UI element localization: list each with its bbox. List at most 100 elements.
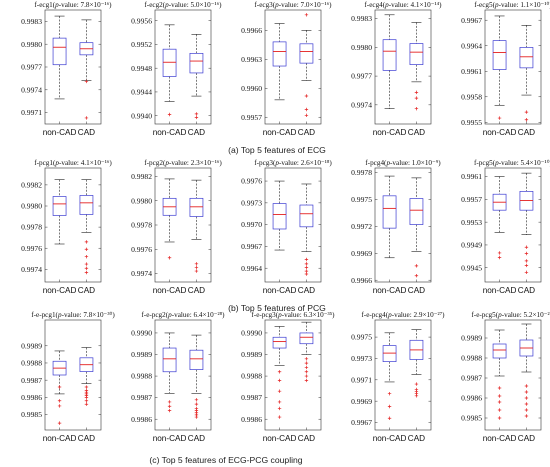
panel-title-feature: f-ecg2( — [144, 1, 165, 9]
box-non-cad — [52, 350, 67, 425]
outlier-point — [194, 269, 199, 273]
panel-title-pvalue: -value: 6.3×10⁻³⁵) — [282, 311, 335, 319]
outlier-point — [84, 240, 89, 244]
panel-title-pvalue: -value: 2.9×10⁻²⁷) — [392, 311, 445, 319]
outlier-point — [57, 421, 62, 425]
axes-frame — [44, 319, 102, 431]
axes-frame — [484, 167, 542, 283]
outlier-point — [84, 262, 89, 266]
box-non-cad — [162, 332, 177, 413]
box-non-cad — [272, 326, 287, 419]
panel-title-pvalue: -value: 4.1×10⁻¹⁴) — [389, 1, 442, 9]
panel-title-feature: f-e-pcg2( — [141, 311, 168, 319]
panel-title-pvalue: -value: 5.2×10⁻²⁵) — [502, 311, 550, 319]
iqr-box — [382, 39, 397, 71]
outlier-point — [84, 385, 89, 389]
y-tick-label: 0.9966 — [241, 26, 262, 35]
y-tick-label: 0.9983 — [21, 17, 42, 26]
iqr-box — [272, 41, 287, 67]
x-category-label: CAD — [188, 434, 205, 443]
outlier-point — [84, 247, 89, 251]
axes-frame — [374, 9, 432, 125]
panel-title-feature: f-e-pcg4( — [361, 311, 388, 319]
outlier-point — [304, 265, 309, 270]
y-tick-label: 0.9977 — [21, 63, 42, 72]
x-category-label: non-CAD — [483, 434, 517, 443]
y-tick-label: 0.9973 — [241, 198, 262, 207]
x-category-label: CAD — [518, 128, 535, 137]
y-tick-label: 0.9974 — [21, 265, 42, 274]
y-tick-label: 0.9989 — [241, 350, 262, 359]
box-non-cad — [382, 14, 397, 109]
y-tick-label: 0.9963 — [241, 55, 262, 64]
box-non-cad — [492, 176, 507, 260]
x-category-label: non-CAD — [153, 128, 187, 137]
panel-title-p: p — [164, 1, 169, 9]
y-tick-label: 0.9970 — [241, 220, 262, 229]
box-cad — [189, 334, 204, 419]
panel-title-pvalue: -value: 1.0×10⁻⁹) — [390, 159, 441, 167]
box-non-cad — [272, 23, 287, 101]
y-tick-label: 0.9987 — [461, 374, 482, 383]
axes-frame — [484, 319, 542, 431]
axes-frame — [374, 167, 432, 283]
outlier-point — [304, 94, 309, 98]
axes-frame — [154, 319, 212, 431]
panel-title-p: p — [494, 159, 499, 167]
outlier-point — [304, 257, 309, 262]
box-cad — [409, 329, 424, 398]
y-tick-label: 0.9976 — [21, 244, 42, 253]
outlier-point — [304, 361, 309, 365]
y-tick-label: 0.9986 — [21, 393, 42, 402]
panel-title: f-pcg5(p-value: 5.4×10⁻¹⁰) — [474, 159, 550, 167]
x-category-label: non-CAD — [483, 128, 517, 137]
box-non-cad — [382, 175, 397, 259]
outlier-point — [497, 251, 502, 255]
y-tick-label: 0.9983 — [351, 14, 372, 23]
y-tick-label: 0.9985 — [21, 410, 42, 419]
y-tick-label: 0.9974 — [21, 85, 42, 94]
outlier-point — [57, 385, 62, 389]
y-tick-label: 0.9975 — [351, 333, 372, 342]
outlier-point — [524, 384, 529, 388]
panel-title-pvalue: -value: 1.1×10⁻¹⁰) — [499, 1, 550, 9]
x-category-label: non-CAD — [373, 286, 407, 295]
y-tick-label: 0.9971 — [351, 375, 372, 384]
y-tick-label: 0.9964 — [461, 41, 482, 50]
panel-title-feature: f-pcg3( — [254, 159, 276, 167]
y-tick-label: 0.9953 — [461, 218, 482, 227]
box-non-cad — [492, 329, 507, 420]
x-category-label: CAD — [298, 286, 315, 295]
box-non-cad — [382, 332, 397, 420]
outlier-point — [524, 251, 529, 256]
boxplot-panel-8: f-pcg3(p-value: 2.6×10⁻¹⁸) 0.9964 0.9967 0.… — [241, 159, 332, 295]
box-cad — [299, 321, 314, 383]
y-tick-label: 0.9977 — [351, 72, 372, 81]
y-tick-label: 0.9989 — [461, 334, 482, 343]
box-cad — [409, 177, 424, 278]
y-tick-label: 0.9945 — [461, 263, 482, 272]
panel-title-feature: f-e-pcg5( — [471, 311, 498, 319]
outlier-point — [194, 265, 199, 270]
x-category-label: CAD — [78, 434, 95, 443]
row-caption-pcg: (b) Top 5 features of PCG — [228, 303, 326, 313]
y-tick-label: 0.9958 — [461, 92, 482, 101]
panel-title: f-ecg2(p-value: 5.0×10⁻¹⁶) — [144, 1, 222, 9]
panel-title-feature: f-ecg5( — [474, 1, 495, 9]
y-tick-label: 0.9988 — [131, 372, 152, 381]
iqr-box — [162, 347, 177, 373]
y-tick-label: 0.9980 — [21, 40, 42, 49]
box-non-cad — [162, 178, 177, 260]
outlier-point — [524, 408, 529, 412]
y-tick-label: 0.9964 — [241, 264, 262, 273]
outlier-point — [414, 394, 419, 398]
outlier-point — [497, 400, 502, 404]
outlier-point — [167, 408, 172, 413]
panels-layer: f-ecg1(p-value: 7.8×10⁻¹⁶)0.99710.99740.… — [21, 1, 550, 443]
panel-title: f-pcg4(p-value: 1.0×10⁻⁹) — [365, 159, 441, 167]
axes-frame — [154, 167, 212, 283]
y-tick-label: 0.9990 — [131, 329, 152, 338]
outlier-point — [304, 107, 309, 112]
row-caption-ecg: (a) Top 5 features of ECG — [228, 145, 326, 155]
outlier-point — [167, 400, 172, 404]
